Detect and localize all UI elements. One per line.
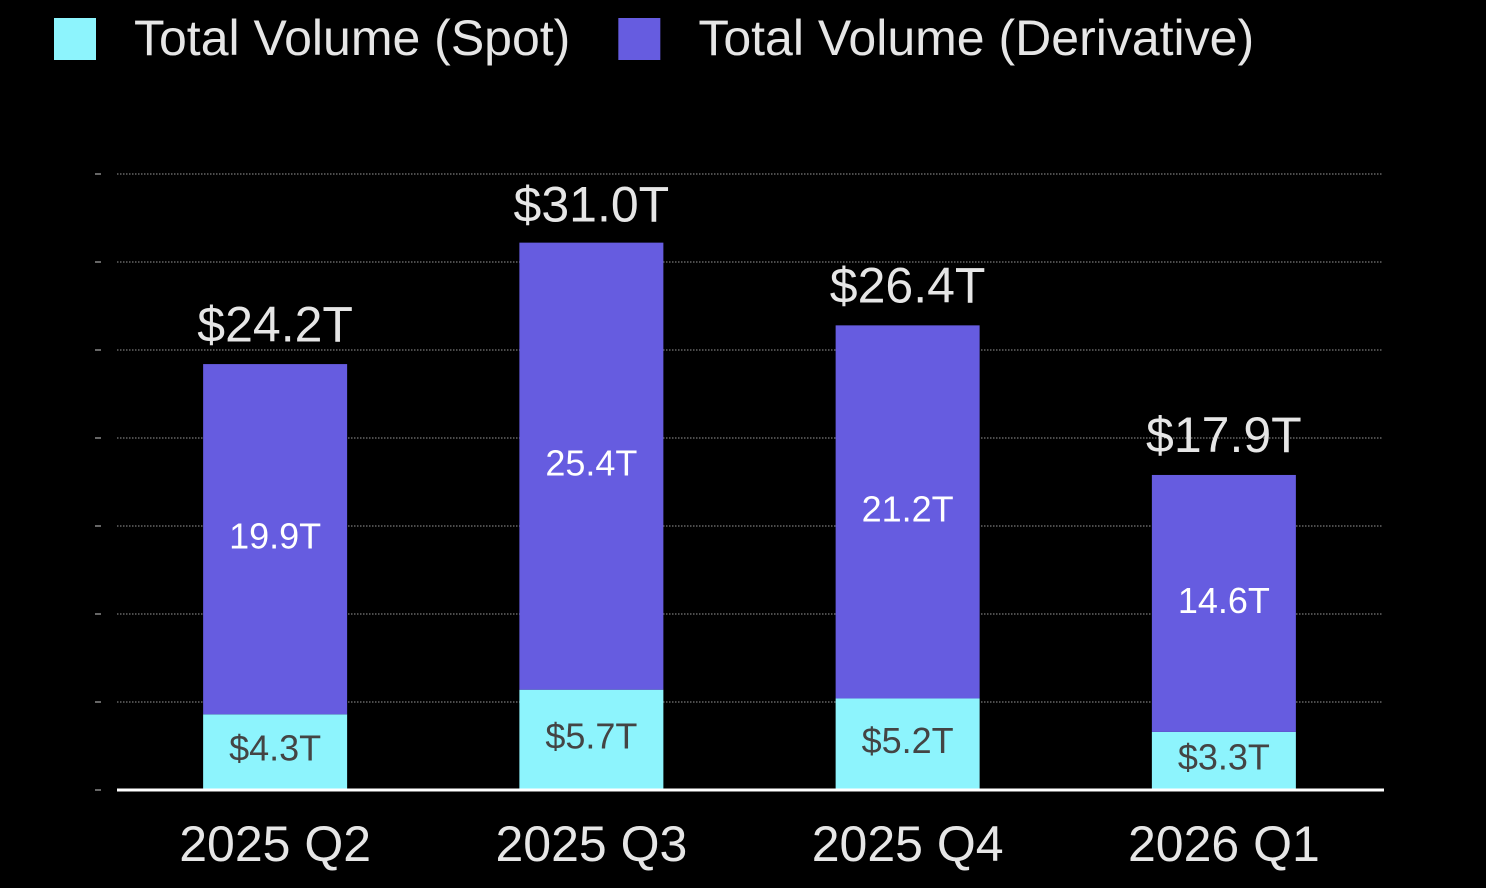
total-label: $17.9T xyxy=(1146,407,1302,463)
bar-segment xyxy=(203,364,348,715)
data-label: $5.7T xyxy=(545,715,637,756)
legend-swatch xyxy=(54,18,96,60)
data-label: $4.3T xyxy=(229,728,321,769)
total-label: $26.4T xyxy=(830,258,986,314)
total-label: $31.0T xyxy=(514,177,670,233)
x-tick-label: 2025 Q4 xyxy=(812,816,1004,872)
bar-segment xyxy=(1151,474,1296,732)
x-tick-label: 2026 Q1 xyxy=(1128,816,1320,872)
bar-segment xyxy=(519,689,664,790)
bar-segment xyxy=(835,698,980,790)
data-label: 19.9T xyxy=(229,516,321,557)
legend-swatch xyxy=(618,18,661,60)
data-label: 25.4T xyxy=(545,443,637,484)
data-label: $5.2T xyxy=(862,720,954,761)
data-label: 21.2T xyxy=(862,488,954,529)
x-tick-label: 2025 Q3 xyxy=(495,816,687,872)
x-tick-label: 2025 Q2 xyxy=(179,816,371,872)
bar-segment xyxy=(519,242,664,690)
bar-segment xyxy=(203,714,348,790)
data-label: 14.6T xyxy=(1178,580,1270,621)
total-label: $24.2T xyxy=(197,296,353,352)
legend-label: Total Volume (Spot) xyxy=(134,10,570,66)
bar-segment xyxy=(1151,731,1296,790)
data-label: $3.3T xyxy=(1178,736,1270,777)
bar-segment xyxy=(835,325,980,699)
legend-label: Total Volume (Derivative) xyxy=(698,10,1254,66)
